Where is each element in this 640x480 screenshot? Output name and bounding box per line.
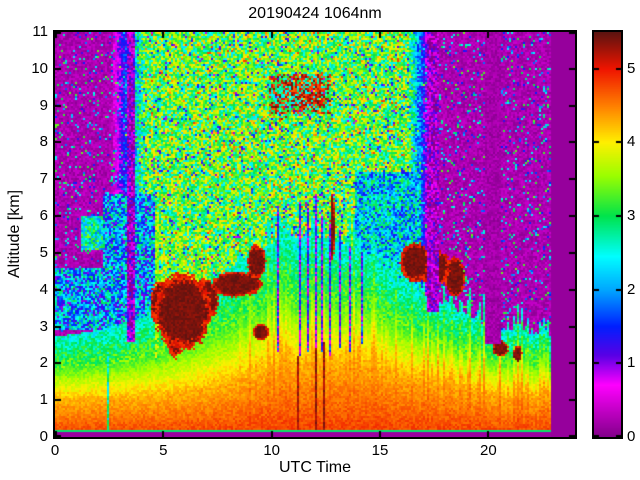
y-tick-label: 1 [39, 391, 48, 409]
y-tick-label: 0 [39, 428, 48, 445]
y-tick-label: 7 [39, 170, 48, 188]
colorbar-tick-label: 3 [627, 207, 636, 225]
y-axis-label: Altitude [km] [6, 189, 23, 279]
x-tick-label: 0 [50, 442, 60, 459]
chart-title: 20190424 1064nm [248, 5, 382, 22]
x-tick-label: 20 [479, 442, 497, 459]
x-tick-label: 10 [263, 442, 280, 459]
y-tick-label: 6 [39, 207, 48, 225]
y-tick-label: 8 [39, 133, 48, 151]
colorbar-canvas [594, 32, 621, 437]
y-tick-label: 11 [32, 23, 48, 40]
colorbar-tick-label: 4 [627, 133, 636, 151]
x-tick-label: 5 [159, 442, 168, 459]
y-tick-label: 4 [39, 280, 48, 298]
x-tick-label: 15 [371, 442, 389, 459]
y-tick-label: 9 [39, 96, 48, 114]
plot-frame [53, 30, 577, 439]
colorbar-tick-label: 1 [627, 354, 636, 372]
heatmap-canvas [55, 32, 575, 437]
y-tick-label: 2 [39, 354, 48, 372]
colorbar-tick-label: 2 [627, 280, 636, 298]
colorbar-tick-label: 5 [627, 59, 636, 77]
y-tick-label: 10 [31, 59, 48, 77]
colorbar-tick-label: 0 [627, 428, 636, 445]
y-tick-label: 5 [39, 243, 48, 261]
colorbar-frame [592, 30, 623, 439]
y-tick-label: 3 [39, 317, 48, 335]
x-axis-label: UTC Time [279, 459, 351, 476]
